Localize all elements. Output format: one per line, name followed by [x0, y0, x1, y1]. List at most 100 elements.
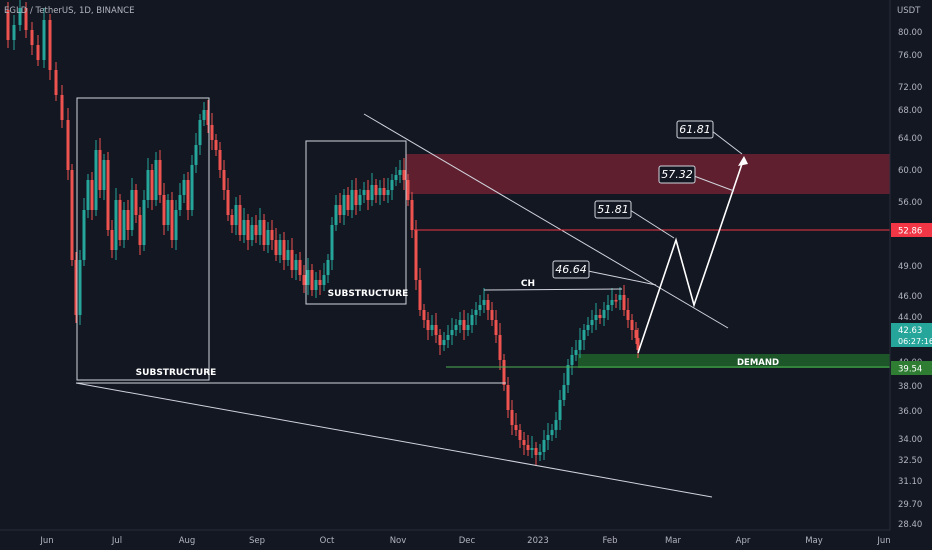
candle-body: [222, 170, 226, 190]
time-tick-label: Jul: [111, 536, 122, 546]
candle-body: [182, 180, 186, 195]
candle-body: [110, 230, 114, 250]
candle-body: [590, 320, 594, 325]
candle-body: [506, 385, 510, 410]
candle-body: [310, 270, 314, 290]
candle-body: [198, 120, 202, 145]
candle-body: [414, 230, 418, 280]
substructure-box-1: [76, 97, 210, 381]
candle-body: [342, 195, 346, 215]
time-axis[interactable]: Jun Jul Aug Sep Oct Nov Dec 2023 Feb Mar Apr May Jun: [39, 536, 890, 546]
candle-body: [390, 180, 394, 190]
candle-body: [106, 160, 110, 230]
price-tick-label: 49.00: [898, 262, 922, 272]
price-tick-label: 60.00: [898, 166, 922, 176]
candle-body: [48, 20, 52, 70]
target-callout-1: 46.64: [552, 260, 590, 279]
candle-body: [6, 10, 10, 40]
price-tick-label: 46.00: [898, 292, 922, 302]
candle-body: [462, 320, 466, 330]
candle-body: [538, 452, 542, 455]
candle-body: [82, 210, 86, 260]
callout-2-pointer: [629, 209, 675, 239]
bar-countdown: 06:27:16: [898, 337, 932, 346]
candle-body: [322, 275, 326, 285]
candle-body: [326, 260, 330, 275]
candle-body: [154, 160, 158, 200]
candle-body: [194, 145, 198, 165]
candle-body: [374, 185, 378, 195]
candle-body: [74, 260, 78, 315]
candle-body: [566, 365, 570, 385]
candle-body: [18, 8, 22, 25]
candle-body: [94, 150, 98, 210]
candle-body: [570, 355, 574, 365]
candle-body: [146, 170, 150, 200]
candle-body: [238, 205, 242, 235]
candle-body: [422, 310, 426, 320]
candle-body: [138, 215, 142, 245]
candle-body: [386, 190, 390, 195]
time-tick-label: Jun: [39, 536, 53, 546]
candle-body: [246, 220, 250, 240]
candle-body: [498, 335, 502, 360]
candle-body: [12, 25, 16, 40]
candle-body: [454, 325, 458, 330]
candle-body: [522, 440, 526, 445]
candle-body: [470, 315, 474, 325]
candle-body: [602, 310, 606, 318]
candle-body: [178, 195, 182, 210]
candle-body: [254, 225, 258, 235]
time-tick-label: Oct: [320, 536, 335, 546]
lower-trendline: [75, 382, 713, 498]
candle-body: [118, 200, 122, 240]
candle-body: [122, 210, 126, 240]
candle-body: [614, 300, 618, 302]
candlestick-series: [6, 0, 640, 465]
target-callout-2: 51.81: [594, 200, 632, 219]
candle-body: [466, 325, 470, 330]
candle-body: [242, 220, 246, 235]
candle-body: [60, 95, 64, 120]
price-tick-label: 36.00: [898, 407, 922, 417]
time-tick-label: Jun: [876, 536, 890, 546]
candle-body: [126, 210, 130, 230]
time-tick-label: Nov: [390, 536, 407, 546]
candle-body: [606, 305, 610, 310]
candle-body: [150, 170, 154, 200]
candle-body: [490, 310, 494, 320]
candle-body: [542, 440, 546, 452]
target-callout-4: 61.81: [676, 120, 714, 139]
time-tick-label: Sep: [249, 536, 265, 546]
candle-body: [502, 360, 506, 385]
candle-body: [434, 325, 438, 335]
candle-body: [78, 260, 82, 315]
candle-body: [526, 445, 530, 450]
target-label-4: 61.81: [679, 123, 711, 136]
time-tick-label: Dec: [459, 536, 476, 546]
callout-4-pointer: [711, 130, 743, 155]
candle-body: [218, 150, 222, 170]
candle-body: [630, 320, 634, 330]
candle-body: [446, 335, 450, 340]
candle-body: [90, 180, 94, 210]
projection-path: [637, 157, 745, 354]
candle-body: [202, 110, 206, 120]
supply-zone: [406, 154, 890, 194]
currency-label: USDT: [897, 6, 921, 16]
candle-body: [214, 140, 218, 150]
candle-body: [206, 110, 210, 125]
candle-body: [610, 300, 614, 305]
time-tick-label: May: [805, 536, 823, 546]
candle-body: [636, 338, 640, 350]
candle-body: [186, 180, 190, 210]
price-tick-label: 32.50: [898, 456, 922, 466]
candle-body: [494, 320, 498, 335]
current-price-value: 42.63: [898, 326, 922, 336]
resistance-price-tag: 52.86: [891, 223, 932, 237]
candle-body: [70, 170, 74, 260]
candle-body: [314, 280, 318, 290]
price-tick-label: 28.40: [898, 520, 922, 530]
price-tick-label: 56.00: [898, 198, 922, 208]
